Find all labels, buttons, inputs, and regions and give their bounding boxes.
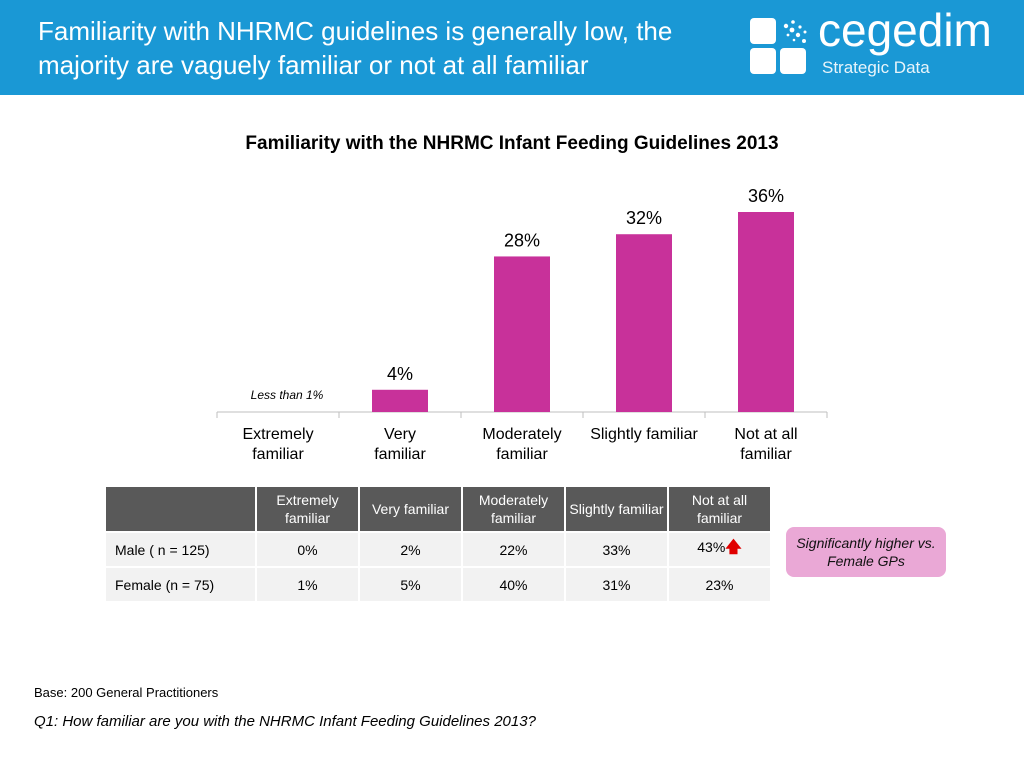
bar (494, 256, 550, 412)
slide-title: Familiarity with NHRMC guidelines is gen… (38, 16, 673, 80)
table-row-female: Female (n = 75) 1% 5% 40% 31% 23% (106, 568, 770, 601)
annotation-less-than-1: Less than 1% (251, 388, 324, 402)
category-label: Extremely (242, 426, 313, 443)
category-label: familiar (252, 446, 304, 463)
logo-wordmark: cegedim (818, 4, 992, 56)
data-label: 36% (748, 186, 784, 206)
bar-chart: Extremely familiar 4% Very familiar 28% Modera… (216, 186, 828, 463)
data-label: 28% (504, 230, 540, 250)
category-label: Very (384, 426, 416, 443)
category-label: familiar (374, 446, 426, 463)
callout-text: Significantly higher vs. Female GPs (796, 535, 936, 569)
row-label: Male ( n = 125) (106, 533, 255, 566)
table-cell: 2% (360, 533, 461, 566)
chart-title: Familiarity with the NHRMC Infant Feedin… (245, 133, 779, 154)
table-header-cell: Slightly familiar (566, 487, 667, 531)
category-label: familiar (740, 446, 792, 463)
table-corner-cell (106, 487, 255, 531)
data-label: 4% (387, 364, 413, 384)
table-header-row: Extremely familiar Very familiar Moderat… (106, 487, 770, 531)
table-cell-highlight: 43%🡅 (669, 533, 770, 566)
table-cell: 5% (360, 568, 461, 601)
row-label: Female (n = 75) (106, 568, 255, 601)
bar (616, 234, 672, 412)
logo-subtitle: Strategic Data (822, 58, 930, 77)
data-label: 32% (626, 208, 662, 228)
category-label: Moderately (482, 426, 561, 443)
bar (738, 212, 794, 412)
cegedim-logo: cegedim Strategic Data (750, 4, 1010, 85)
category-label: Not at all (734, 426, 797, 443)
category-label: Slightly familiar (590, 426, 698, 443)
table-header-cell: Very familiar (360, 487, 461, 531)
table-header-cell: Not at all familiar (669, 487, 770, 531)
table-header-cell: Moderately familiar (463, 487, 564, 531)
table-header-cell: Extremely familiar (257, 487, 358, 531)
table-cell: 33% (566, 533, 667, 566)
table-cell: 31% (566, 568, 667, 601)
table-cell: 23% (669, 568, 770, 601)
breakdown-table: Extremely familiar Very familiar Moderat… (104, 485, 772, 603)
up-arrow-icon: 🡅 (725, 539, 742, 556)
table-cell: 0% (257, 533, 358, 566)
table-cell: 40% (463, 568, 564, 601)
table-cell-value: 43% (697, 539, 726, 555)
question-note: Q1: How familiar are you with the NHRMC … (34, 713, 536, 730)
significance-callout: Significantly higher vs. Female GPs (786, 527, 946, 577)
table-cell: 1% (257, 568, 358, 601)
header-bar: Familiarity with NHRMC guidelines is gen… (0, 0, 1024, 95)
table-cell: 22% (463, 533, 564, 566)
category-label: familiar (496, 446, 548, 463)
table-row-male: Male ( n = 125) 0% 2% 22% 33% 43%🡅 (106, 533, 770, 566)
logo-squares-icon (750, 18, 810, 78)
bar (372, 389, 428, 412)
base-note: Base: 200 General Practitioners (34, 685, 219, 700)
